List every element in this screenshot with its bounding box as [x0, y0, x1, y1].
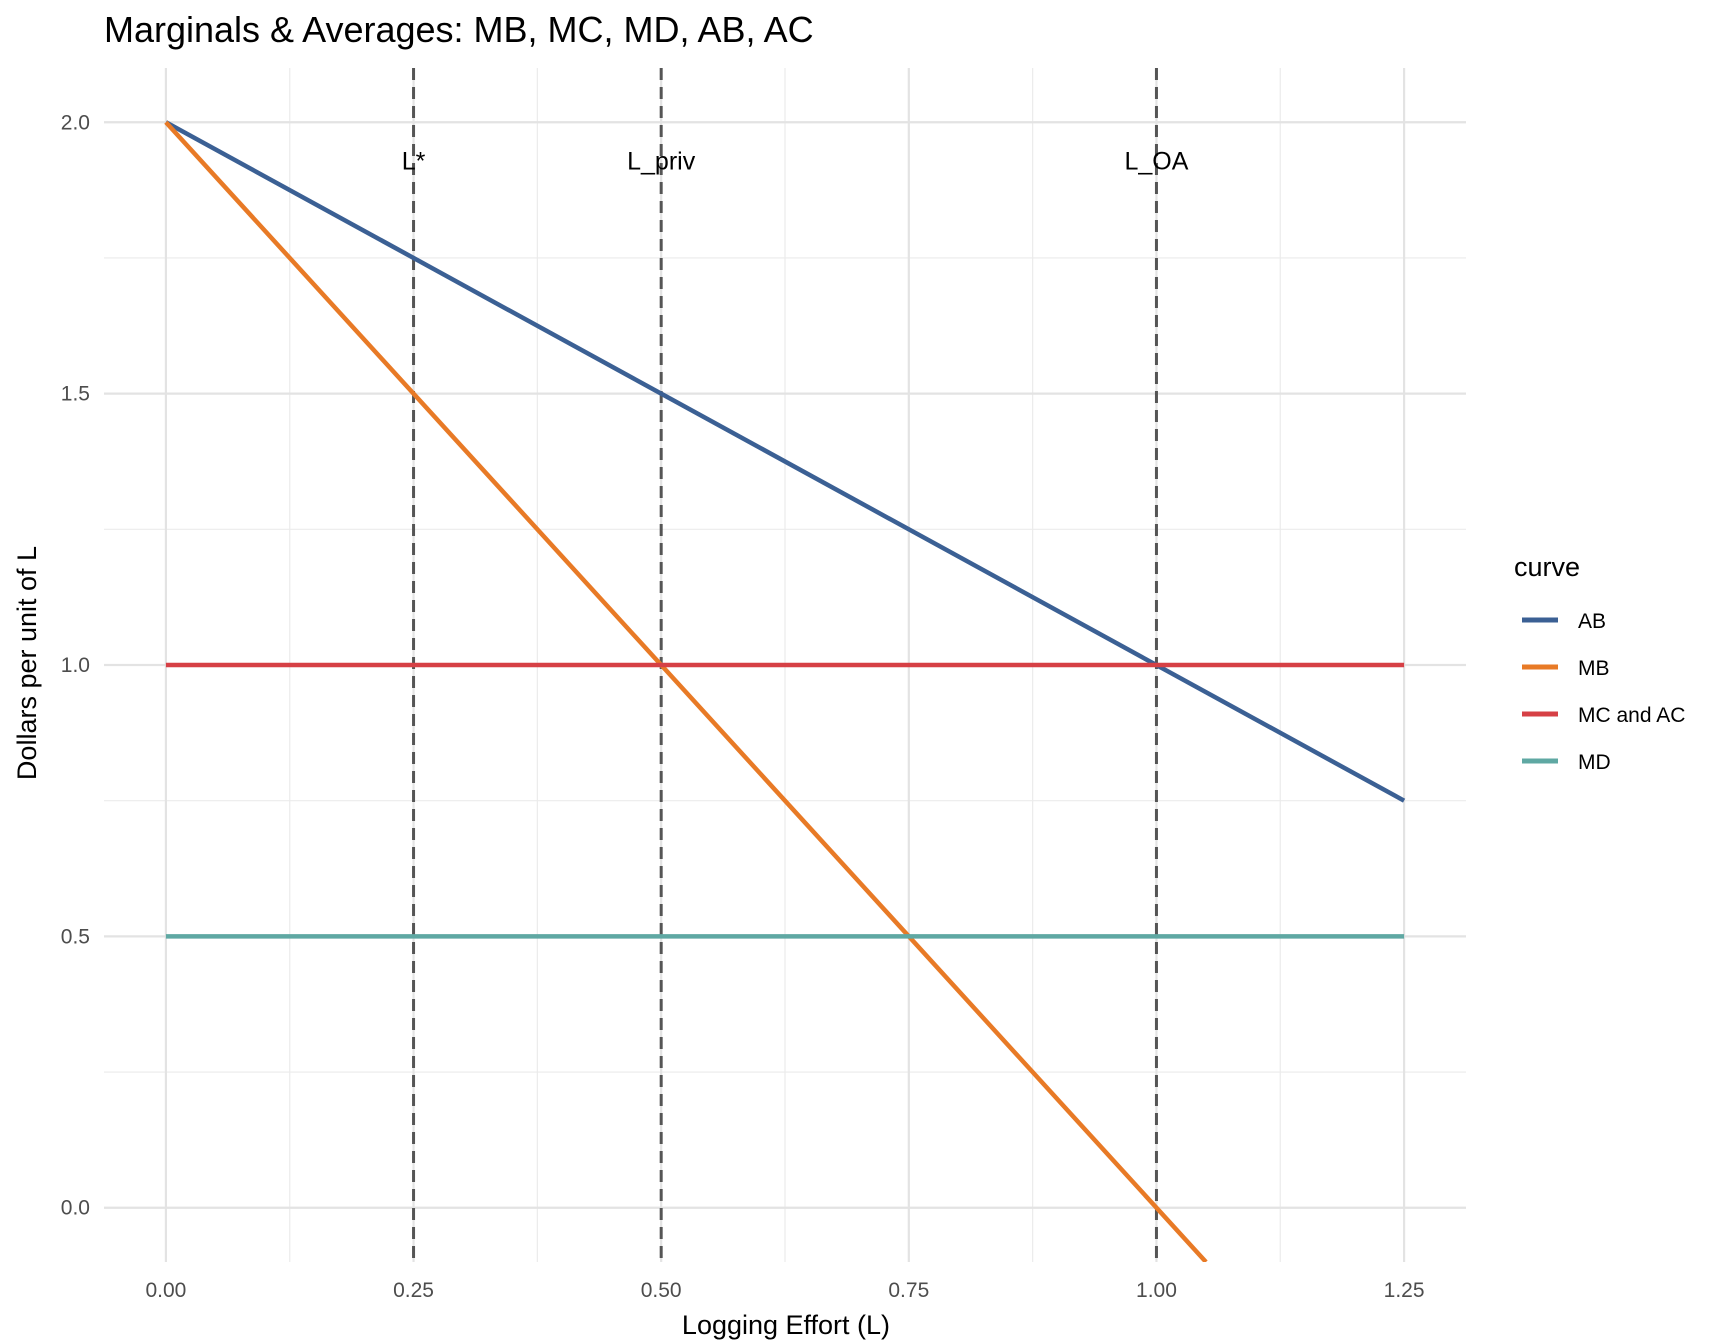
legend-label: MD — [1578, 751, 1611, 774]
series-line-ab — [164, 120, 1406, 803]
y-tick-label: 2.0 — [61, 111, 90, 134]
y-tick-label: 0.5 — [61, 925, 90, 948]
x-axis-label: Logging Effort (L) — [682, 1310, 890, 1340]
chart-title: Marginals & Averages: MB, MC, MD, AB, AC — [104, 9, 814, 50]
y-tick-label: 1.0 — [61, 654, 90, 677]
legend-label: MC and AC — [1578, 704, 1685, 727]
y-tick-label: 1.5 — [61, 383, 90, 406]
y-tick-label: 0.0 — [61, 1197, 90, 1220]
series-line-mb — [164, 120, 1208, 1262]
series-lines — [164, 120, 1406, 1262]
vline-label-l-: L* — [402, 147, 426, 175]
vline-label-l-oa: L_OA — [1124, 147, 1188, 175]
x-tick-label: 0.25 — [393, 1279, 434, 1302]
legend: curve AB MB MC and AC MD — [1514, 552, 1685, 774]
x-tick-label: 1.25 — [1384, 1279, 1425, 1302]
vline-label-l-priv: L_priv — [627, 147, 696, 175]
y-axis-label: Dollars per unit of L — [12, 546, 42, 780]
x-tick-label: 0.00 — [145, 1279, 186, 1302]
y-axis-ticks: 0.0 0.5 1.0 1.5 2.0 — [61, 111, 90, 1219]
x-axis-ticks: 0.00 0.25 0.50 0.75 1.00 1.25 — [145, 1279, 1424, 1302]
legend-label: AB — [1578, 610, 1606, 633]
x-tick-label: 0.75 — [888, 1279, 929, 1302]
legend-label: MB — [1578, 657, 1610, 680]
x-tick-label: 0.50 — [641, 1279, 682, 1302]
reference-line-labels: L* L_priv L_OA — [402, 147, 1189, 175]
x-tick-label: 1.00 — [1136, 1279, 1177, 1302]
legend-title: curve — [1514, 552, 1580, 582]
